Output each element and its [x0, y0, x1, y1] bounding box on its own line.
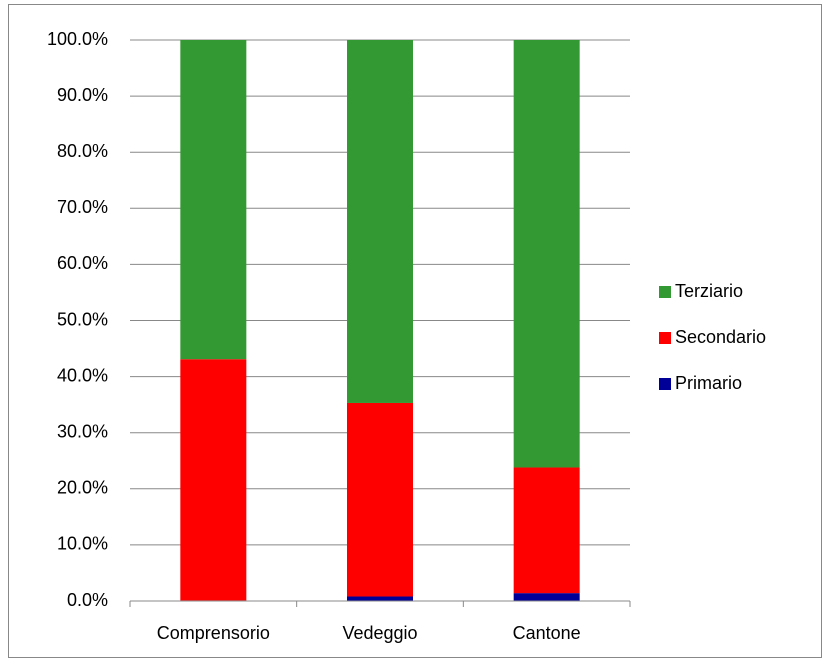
bar-segment — [513, 593, 580, 601]
legend-label: Secondario — [675, 327, 766, 347]
y-tick-label: 30.0% — [57, 421, 108, 441]
bar-segment — [347, 402, 413, 597]
y-tick-label: 90.0% — [57, 85, 108, 105]
legend-label: Primario — [675, 373, 742, 393]
y-tick-label: 70.0% — [57, 197, 108, 217]
bar-segment — [347, 596, 413, 601]
legend-swatch — [659, 286, 671, 298]
x-tick-label: Comprensorio — [157, 623, 270, 643]
y-tick-label: 40.0% — [57, 365, 108, 385]
bar-segment — [180, 40, 247, 360]
legend-swatch — [659, 378, 671, 390]
legend-label: Terziario — [675, 281, 743, 301]
bar-segment — [513, 467, 580, 594]
bar-segment — [347, 40, 413, 403]
legend-swatch — [659, 332, 671, 344]
y-tick-label: 60.0% — [57, 253, 108, 273]
bar-segment — [513, 40, 580, 468]
y-tick-label: 10.0% — [57, 534, 108, 554]
chart-frame — [8, 4, 822, 658]
bar-segment — [180, 359, 247, 601]
y-tick-label: 0.0% — [67, 590, 108, 610]
y-tick-label: 100.0% — [47, 29, 108, 49]
y-tick-label: 80.0% — [57, 141, 108, 161]
x-tick-label: Vedeggio — [342, 623, 417, 643]
y-tick-label: 50.0% — [57, 309, 108, 329]
y-tick-label: 20.0% — [57, 478, 108, 498]
x-tick-label: Cantone — [513, 623, 581, 643]
